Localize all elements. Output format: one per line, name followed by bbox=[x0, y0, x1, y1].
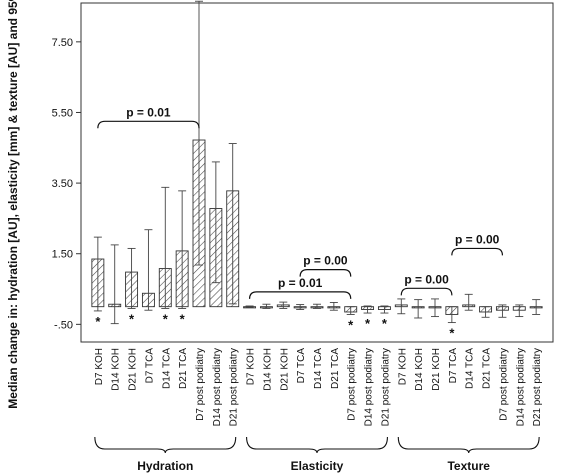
x-tick-label: D21 post podiatry bbox=[380, 348, 391, 426]
x-tick-label: D14 KOH bbox=[111, 348, 122, 391]
x-tick-label: D14 post podiatry bbox=[364, 348, 375, 426]
x-tick-label: D14 KOH bbox=[262, 348, 273, 391]
significance-bracket bbox=[451, 247, 504, 256]
significance-star: * bbox=[163, 311, 169, 326]
significance-star: * bbox=[382, 316, 388, 331]
significance-bracket bbox=[97, 120, 200, 129]
x-tick-label: D7 post podiatry bbox=[347, 348, 358, 421]
x-tick-label: D21 TCA bbox=[178, 348, 189, 389]
x-tick-label: D21 TCA bbox=[482, 348, 493, 389]
significance-bracket bbox=[248, 291, 352, 299]
x-tick-label: D14 post podiatry bbox=[515, 348, 526, 426]
x-tick-label: D21 KOH bbox=[279, 348, 290, 391]
x-tick-label: D7 post podiatry bbox=[498, 348, 509, 421]
y-tick-label: 1.50 bbox=[52, 249, 73, 261]
significance-star: * bbox=[348, 317, 354, 332]
significance-annotations: p = 0.01 p = 0.01 p = 0.00 p = 0.00 p = 0.00 bbox=[97, 105, 504, 299]
x-tick-label: D14 TCA bbox=[465, 348, 476, 389]
significance-star: * bbox=[180, 311, 186, 326]
group-brace bbox=[246, 436, 388, 454]
x-tick-label: D14 KOH bbox=[414, 348, 425, 391]
y-axis: -.50 1.50 3.50 5.50 7.50 bbox=[52, 37, 81, 331]
x-tick-label: D7 TCA bbox=[448, 348, 459, 384]
y-axis-label: Median change in: hydration [AU], elasti… bbox=[6, 0, 20, 409]
significance-bracket bbox=[299, 269, 352, 277]
x-axis-labels: D7 KOH D14 KOH D21 KOH D7 TCA D14 TCA D21 TCA… bbox=[94, 348, 543, 427]
y-tick-label: -.50 bbox=[54, 319, 73, 331]
plot-area bbox=[80, 2, 554, 343]
x-tick-label: D21 KOH bbox=[128, 348, 139, 391]
x-tick-label: D7 post podiatry bbox=[195, 348, 206, 421]
y-tick-label: 7.50 bbox=[52, 37, 73, 49]
x-tick-label: D14 TCA bbox=[313, 348, 324, 389]
y-tick-label: 5.50 bbox=[52, 107, 73, 119]
plot-frame bbox=[80, 2, 554, 343]
x-tick-label: D7 TCA bbox=[144, 348, 155, 384]
group-label-hydration: Hydration bbox=[137, 459, 193, 473]
p-value-label: p = 0.01 bbox=[126, 105, 171, 119]
x-tick-label: D21 TCA bbox=[330, 348, 341, 389]
group-brace bbox=[397, 436, 540, 454]
x-tick-label: D21 post podiatry bbox=[532, 348, 543, 426]
p-value-label: p = 0.00 bbox=[455, 232, 500, 246]
significance-star: * bbox=[129, 311, 135, 326]
y-tick-label: 3.50 bbox=[52, 178, 73, 190]
group-brace bbox=[94, 436, 237, 454]
p-value-label: p = 0.00 bbox=[303, 254, 348, 268]
significance-bracket bbox=[400, 287, 453, 296]
significance-star: * bbox=[365, 316, 371, 331]
significance-star: * bbox=[449, 326, 455, 341]
x-tick-label: D14 post podiatry bbox=[212, 348, 223, 426]
p-value-label: p = 0.00 bbox=[404, 272, 449, 286]
x-tick-label: D7 TCA bbox=[296, 348, 307, 384]
bar-series: * * * * * * * * bbox=[91, 0, 543, 341]
group-labels: Hydration Elasticity Texture bbox=[94, 436, 540, 473]
x-tick-label: D14 TCA bbox=[161, 348, 172, 389]
x-tick-label: D7 KOH bbox=[246, 348, 257, 385]
group-label-elasticity: Elasticity bbox=[291, 459, 344, 473]
x-tick-label: D7 KOH bbox=[397, 348, 408, 385]
x-tick-label: D7 KOH bbox=[94, 348, 105, 385]
significance-star: * bbox=[95, 314, 101, 329]
group-label-texture: Texture bbox=[447, 459, 490, 473]
x-tick-label: D21 post podiatry bbox=[229, 348, 240, 426]
x-tick-label: D21 KOH bbox=[431, 348, 442, 391]
p-value-label: p = 0.01 bbox=[278, 276, 323, 290]
